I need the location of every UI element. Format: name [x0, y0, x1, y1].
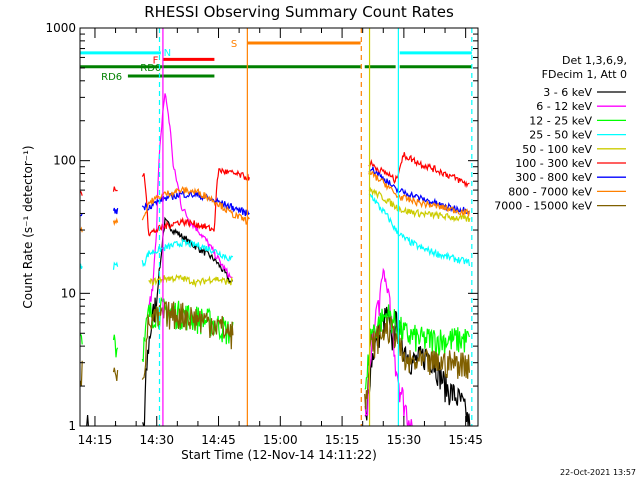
y-tick-label: 100 [53, 154, 76, 168]
y-tick-label: 1 [68, 419, 76, 433]
series-line-6 [80, 166, 470, 217]
legend-entry-label: 800 - 7000 keV [508, 185, 592, 198]
series-line-4 [148, 187, 471, 288]
x-tick-label: 15:30 [387, 433, 422, 447]
x-axis: 14:15 14:30 14:45 15:00 15:15 15:30 15:45 [78, 28, 483, 447]
legend-header-line-2: FDecim 1, Att 0 [542, 68, 627, 81]
legend-entry-label: 300 - 800 keV [515, 171, 592, 184]
x-axis-label: Start Time (12-Nov-14 14:11:22) [181, 448, 377, 462]
plot-area [80, 93, 471, 426]
x-tick-label: 14:45 [201, 433, 236, 447]
legend-entry-label: 25 - 50 keV [529, 129, 592, 142]
legend-entry-label: 100 - 300 keV [515, 157, 592, 170]
legend-entry-label: 3 - 6 keV [543, 86, 592, 99]
x-tick-label: 15:45 [448, 433, 483, 447]
x-tick-label: 14:30 [139, 433, 174, 447]
y-axis-label: Count Rate (s⁻¹ detector⁻¹) [21, 145, 35, 308]
status-bar-label-rd0: RD0 [140, 63, 161, 74]
legend-entry-label: 12 - 25 keV [529, 114, 592, 127]
x-tick-label: 15:15 [325, 433, 360, 447]
series-line-8 [80, 301, 470, 410]
status-bar-label-f: F [153, 55, 159, 66]
series-line-3 [80, 193, 470, 270]
plot-frame [79, 27, 479, 427]
legend-entry-label: 7000 - 15000 keV [494, 200, 592, 213]
legend-entry-label: 6 - 12 keV [536, 100, 592, 113]
chart-title: RHESSI Observing Summary Count Rates [144, 3, 454, 21]
status-bar-label-s: S [231, 39, 237, 50]
series-line-7 [80, 170, 470, 233]
x-tick-label: 15:00 [263, 433, 298, 447]
status-bar-label-n: N [164, 48, 171, 59]
y-tick-label: 1000 [45, 21, 76, 35]
x-tick-label: 14:15 [78, 433, 113, 447]
legend-entry-label: 50 - 100 keV [522, 143, 592, 156]
series-line-5 [80, 152, 470, 237]
series-line-2 [80, 296, 470, 390]
series-line-1 [148, 93, 413, 426]
y-axis: 1 10 100 1000 [45, 21, 478, 433]
legend-header-line-1: Det 1,3,6,9, [562, 54, 627, 67]
generation-timestamp: 22-Oct-2021 13:57 [560, 468, 636, 477]
y-tick-label: 10 [61, 286, 76, 300]
status-bar-label-rd6: RD6 [101, 72, 122, 83]
series-line-0 [86, 216, 471, 426]
